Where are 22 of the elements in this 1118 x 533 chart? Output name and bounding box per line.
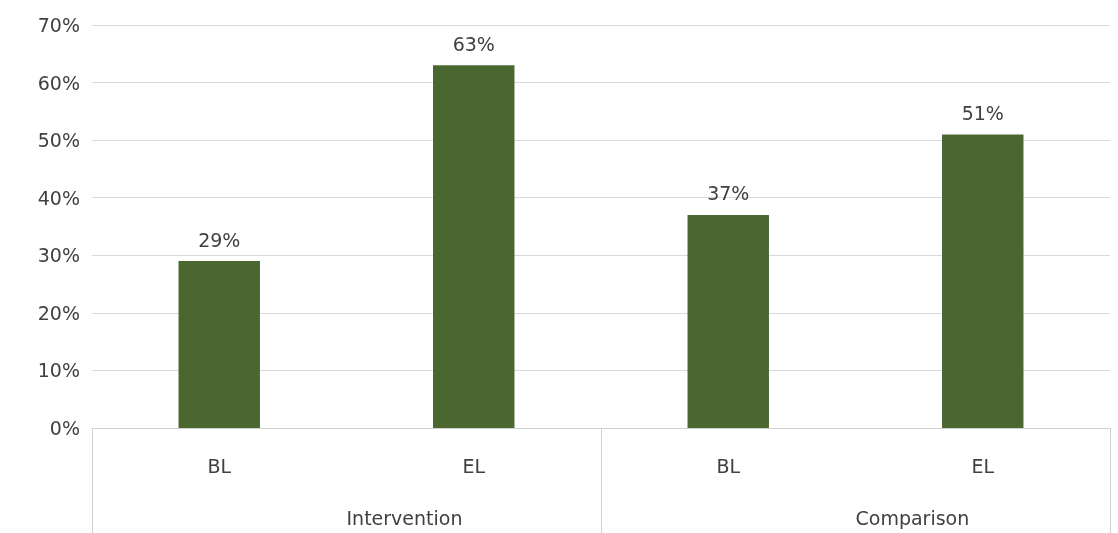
y-tick-label: 60%: [37, 71, 80, 94]
y-tick-label: 20%: [37, 301, 80, 324]
y-tick-label: 40%: [37, 186, 80, 209]
text: Intervention: [346, 506, 463, 529]
y-tick-label: 30%: [37, 244, 80, 267]
x-tick-label: EL: [971, 454, 995, 477]
data-label: 51%: [961, 101, 1004, 124]
y-tick-label: 10%: [37, 359, 80, 382]
x-tick-label: BL: [207, 454, 232, 477]
x-tick-label: EL: [462, 454, 486, 477]
y-tick-label: 70%: [37, 14, 80, 36]
bar: [433, 65, 515, 428]
x-tick-label: BL: [716, 454, 741, 477]
bar: [942, 134, 1024, 428]
y-tick-label: 0%: [49, 417, 80, 439]
data-label: 37%: [707, 182, 750, 205]
bar: [178, 261, 260, 428]
text: Comparison: [855, 506, 970, 529]
y-tick-label: 50%: [37, 129, 80, 152]
data-label: 29%: [198, 228, 241, 251]
bar: [687, 214, 769, 428]
data-label: 63%: [452, 32, 495, 55]
